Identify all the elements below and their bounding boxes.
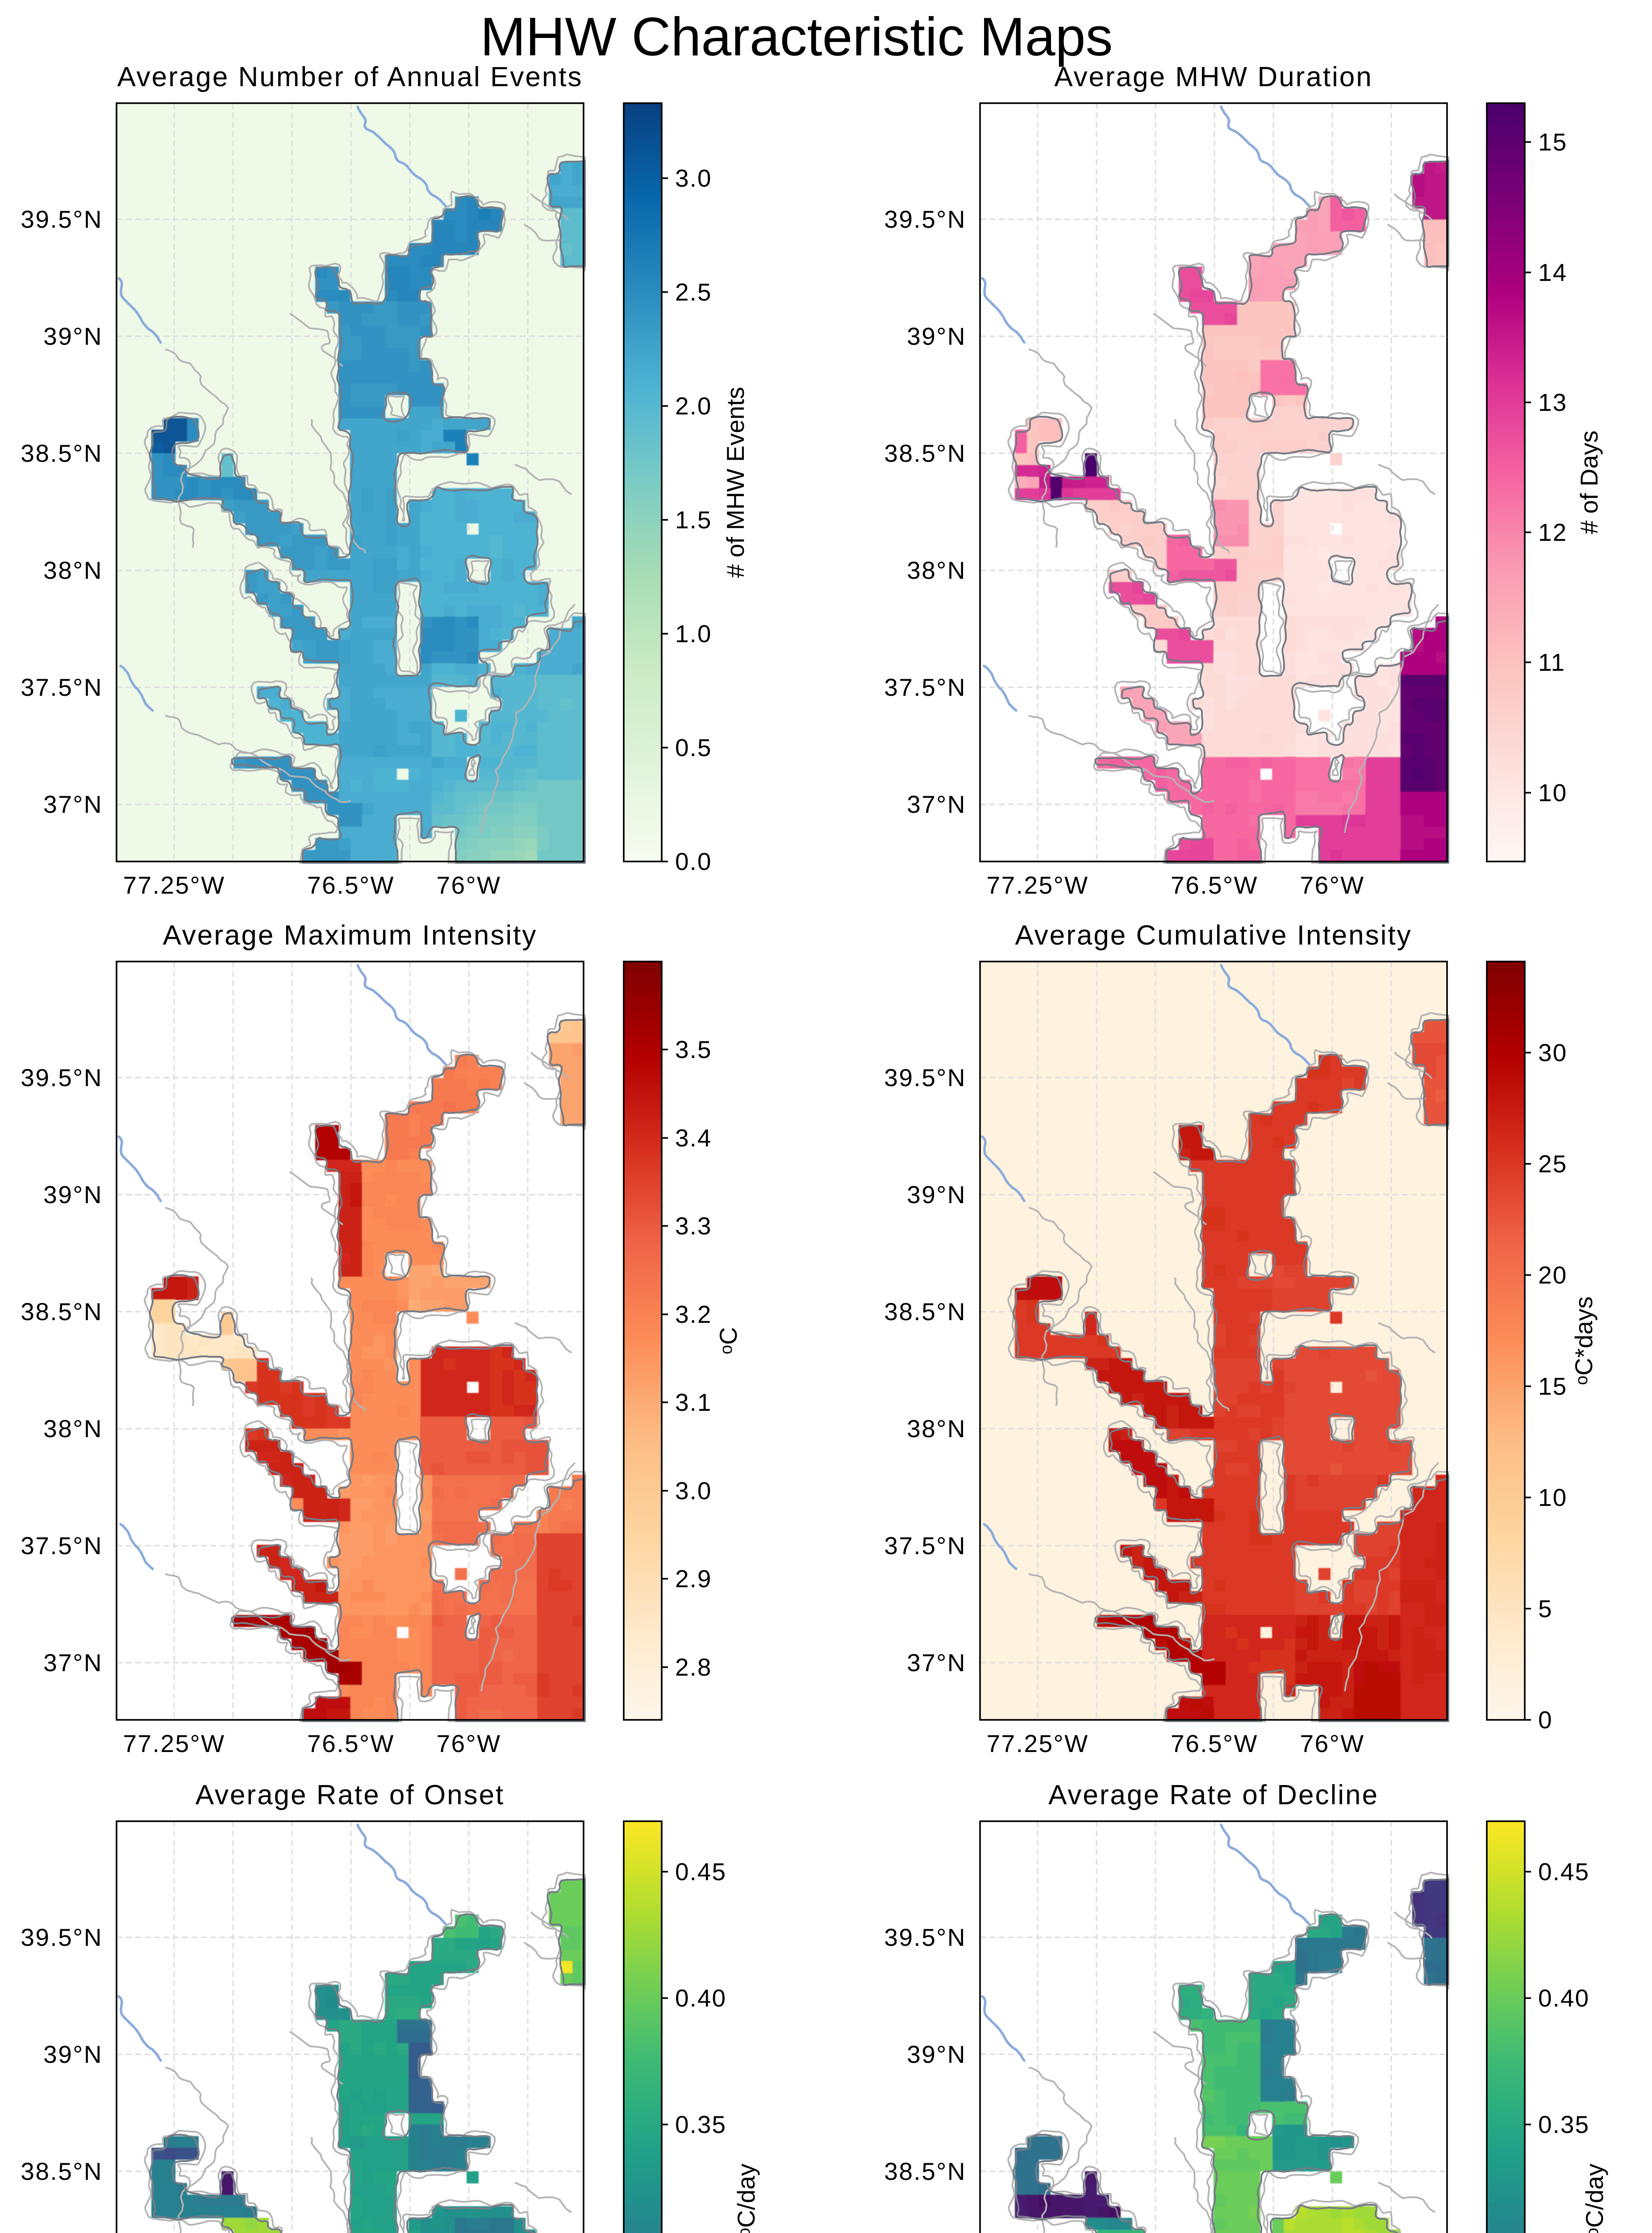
svg-text:37°N: 37°N [907,1649,966,1677]
svg-text:77.25°W: 77.25°W [123,1730,225,1757]
svg-text:39°N: 39°N [907,2041,966,2068]
svg-text:39.5°N: 39.5°N [884,205,966,233]
svg-text:76.5°W: 76.5°W [307,1730,395,1757]
svg-text:39.5°N: 39.5°N [21,205,103,233]
svg-text:3.0: 3.0 [675,164,712,192]
svg-text:12: 12 [1538,519,1567,546]
svg-text:13: 13 [1538,389,1567,416]
svg-text:37.5°N: 37.5°N [884,673,966,701]
svg-text:0.5: 0.5 [675,734,712,761]
svg-text:MHW Characteristic Maps: MHW Characteristic Maps [480,6,1113,67]
svg-text:0.40: 0.40 [1538,1984,1589,2012]
svg-text:oC/day: oC/day [732,2163,760,2233]
svg-text:Average Rate of Decline: Average Rate of Decline [1048,1780,1379,1811]
svg-text:37.5°N: 37.5°N [21,673,103,701]
svg-text:10: 10 [1538,779,1567,807]
svg-text:Average Number of Annual Event: Average Number of Annual Events [117,62,583,92]
svg-text:38.5°N: 38.5°N [884,2158,966,2185]
svg-text:1.0: 1.0 [675,620,712,648]
svg-text:25: 25 [1538,1150,1567,1178]
svg-text:3.4: 3.4 [675,1124,712,1152]
svg-text:15: 15 [1538,1372,1567,1400]
svg-text:0.0: 0.0 [675,848,712,875]
svg-text:2.9: 2.9 [675,1565,712,1593]
svg-text:38.5°N: 38.5°N [21,1298,103,1326]
svg-text:39.5°N: 39.5°N [884,1064,966,1091]
svg-text:11: 11 [1538,648,1565,676]
svg-text:38°N: 38°N [43,556,103,584]
svg-text:38.5°N: 38.5°N [21,439,103,467]
svg-text:# of MHW Events: # of MHW Events [722,387,749,578]
svg-text:76.5°W: 76.5°W [1171,871,1258,899]
svg-text:37.5°N: 37.5°N [884,1532,966,1560]
svg-text:77.25°W: 77.25°W [123,871,225,899]
svg-text:oC: oC [714,1327,742,1355]
svg-text:0.35: 0.35 [1538,2111,1589,2138]
svg-text:76°W: 76°W [1300,1730,1364,1757]
svg-text:39°N: 39°N [907,322,966,350]
svg-text:76.5°W: 76.5°W [1171,1730,1258,1757]
svg-text:1.5: 1.5 [675,506,712,534]
svg-text:20: 20 [1538,1261,1567,1289]
svg-text:76°W: 76°W [436,871,501,899]
svg-text:Average MHW Duration: Average MHW Duration [1054,62,1373,92]
svg-text:3.1: 3.1 [675,1388,712,1416]
svg-text:38°N: 38°N [43,1415,103,1443]
svg-text:39°N: 39°N [43,322,103,350]
svg-text:76.5°W: 76.5°W [307,871,395,899]
svg-text:0.35: 0.35 [675,2111,726,2138]
svg-text:37°N: 37°N [43,1649,103,1677]
svg-text:0.45: 0.45 [675,1858,726,1886]
svg-text:2.8: 2.8 [675,1653,712,1681]
svg-text:3.3: 3.3 [675,1212,712,1240]
svg-text:37°N: 37°N [43,790,103,818]
svg-text:2.5: 2.5 [675,278,712,306]
svg-text:0.45: 0.45 [1538,1858,1589,1886]
svg-text:77.25°W: 77.25°W [986,1730,1089,1757]
svg-text:3.2: 3.2 [675,1300,712,1328]
svg-text:14: 14 [1538,259,1567,286]
svg-text:5: 5 [1538,1595,1553,1622]
svg-text:37.5°N: 37.5°N [21,1532,103,1560]
svg-text:oC/day: oC/day [1581,2163,1608,2233]
svg-text:39.5°N: 39.5°N [21,1924,103,1951]
svg-text:3.5: 3.5 [675,1036,712,1063]
svg-text:3.0: 3.0 [675,1477,712,1505]
svg-text:Average Rate of Onset: Average Rate of Onset [196,1780,505,1811]
svg-text:15: 15 [1538,128,1567,156]
svg-text:39.5°N: 39.5°N [884,1924,966,1951]
svg-text:30: 30 [1538,1039,1567,1066]
svg-text:38°N: 38°N [907,556,966,584]
svg-text:38.5°N: 38.5°N [884,439,966,467]
svg-text:39.5°N: 39.5°N [21,1064,103,1091]
svg-text:10: 10 [1538,1484,1567,1511]
svg-text:76°W: 76°W [436,1730,501,1757]
svg-text:Average Cumulative Intensity: Average Cumulative Intensity [1015,920,1412,951]
svg-text:37°N: 37°N [907,790,966,818]
svg-text:38.5°N: 38.5°N [884,1298,966,1326]
svg-text:39°N: 39°N [43,1181,103,1208]
svg-text:38.5°N: 38.5°N [21,2158,103,2185]
svg-text:# of Days: # of Days [1575,431,1603,534]
svg-text:0: 0 [1538,1706,1553,1734]
svg-text:77.25°W: 77.25°W [986,871,1089,899]
svg-text:38°N: 38°N [907,1415,966,1443]
svg-text:oC*days: oC*days [1570,1296,1598,1385]
svg-text:0.40: 0.40 [675,1984,726,2012]
svg-text:Average Maximum Intensity: Average Maximum Intensity [163,920,538,951]
svg-text:39°N: 39°N [907,1181,966,1208]
svg-text:2.0: 2.0 [675,392,712,420]
svg-text:39°N: 39°N [43,2041,103,2068]
svg-text:76°W: 76°W [1300,871,1364,899]
